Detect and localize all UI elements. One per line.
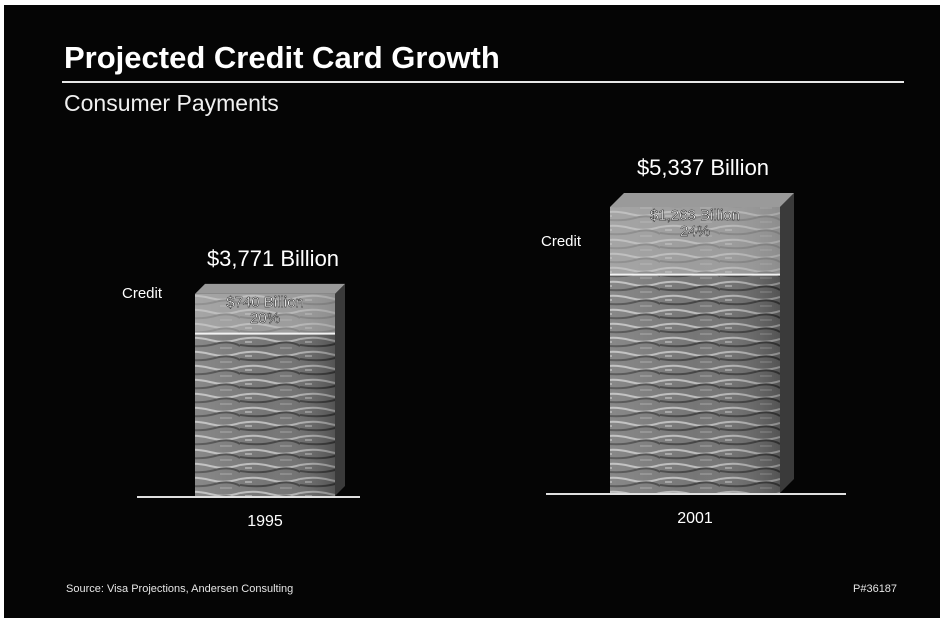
bar-side-1995 xyxy=(335,283,345,496)
credit-percent-label-2001: 24% xyxy=(680,223,710,240)
slide-subtitle: Consumer Payments xyxy=(64,90,279,116)
bar-side-2001 xyxy=(780,193,794,493)
credit-segment-label-2001: Credit xyxy=(541,233,582,250)
credit-percent-label-1995: 20% xyxy=(250,310,280,327)
bar-credit-segment-1995 xyxy=(195,293,335,334)
slide-title: Projected Credit Card Growth xyxy=(64,40,500,75)
credit-value-label-2001: $1,263 Billion xyxy=(650,207,740,224)
source-note: Source: Visa Projections, Andersen Consu… xyxy=(66,583,294,595)
total-label-2001: $5,337 Billion xyxy=(637,155,769,180)
title-rule xyxy=(62,81,904,83)
bar-credit-segment-2001 xyxy=(610,207,780,275)
credit-value-label-1995: $740 Billion xyxy=(226,294,304,311)
bar-top-1995 xyxy=(195,283,345,294)
total-label-1995: $3,771 Billion xyxy=(207,246,339,271)
category-label-1995: 1995 xyxy=(247,513,283,530)
bars-group xyxy=(195,193,794,496)
slide-id: P#36187 xyxy=(853,583,898,595)
category-label-2001: 2001 xyxy=(677,510,713,527)
credit-segment-label-1995: Credit xyxy=(122,285,163,302)
bar-top-2001 xyxy=(610,193,794,207)
